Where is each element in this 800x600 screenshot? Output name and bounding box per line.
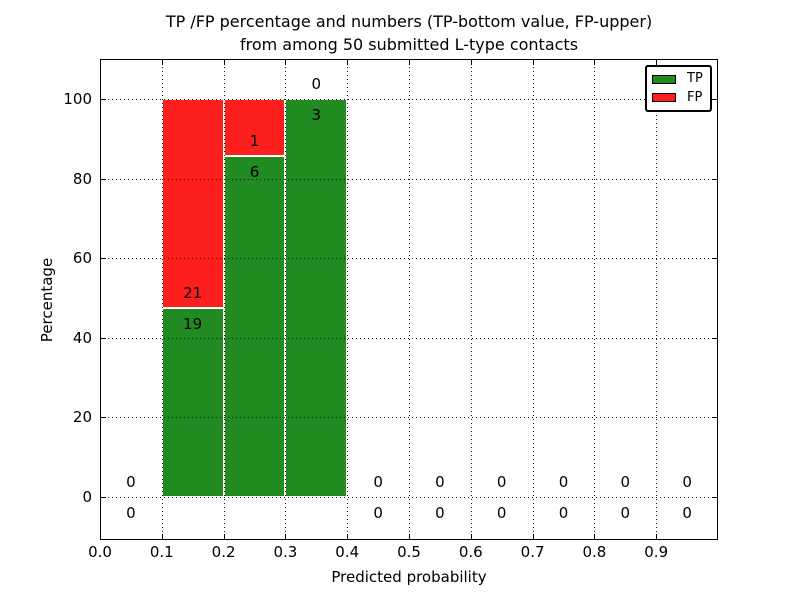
- bar-count-label-fp: 0: [620, 473, 631, 491]
- bar-count-label-fp: 0: [311, 75, 322, 93]
- gridline-y: [100, 497, 718, 498]
- bar-count-label-tp: 3: [311, 106, 322, 124]
- y-tick-right: [712, 179, 717, 180]
- bar-count-label-tp: 6: [249, 162, 260, 181]
- y-tick-left: [101, 179, 106, 180]
- gridline-y: [100, 258, 718, 259]
- bar-count-label-fp: 21: [183, 283, 203, 302]
- gridline-x: [347, 59, 348, 540]
- x-axis-label: Predicted probability: [331, 568, 487, 586]
- legend-item-fp: FP: [652, 89, 705, 105]
- legend-swatch-tp-icon: [652, 74, 676, 84]
- legend: TP FP: [645, 65, 712, 112]
- x-tick-top: [409, 60, 410, 65]
- gridline-x: [162, 59, 163, 540]
- y-tick-left: [101, 99, 106, 100]
- gridline-x: [224, 59, 225, 540]
- bar-count-label-tp: 0: [620, 504, 631, 522]
- bar-count-label-tp: 0: [558, 504, 569, 522]
- x-tick-label: 0.5: [397, 543, 421, 561]
- x-tick-label: 0.4: [335, 543, 360, 561]
- x-tick-bottom: [162, 534, 163, 539]
- bar-count-label-fp: 0: [682, 473, 692, 491]
- x-tick-label: 0.9: [644, 543, 669, 561]
- x-tick-label: 0.0: [88, 543, 112, 561]
- bar-count-label-tp: 0: [682, 504, 692, 522]
- y-tick-label: 20: [72, 408, 92, 427]
- y-tick-left: [101, 338, 106, 339]
- bar-segment-fp: [223, 99, 286, 156]
- x-tick-label: 0.2: [211, 543, 236, 561]
- x-tick-bottom: [471, 534, 472, 539]
- chart-title: TP /FP percentage and numbers (TP-bottom…: [100, 10, 718, 56]
- x-tick-top: [224, 60, 225, 65]
- legend-label-tp: TP: [687, 71, 703, 87]
- y-tick-right: [712, 258, 717, 259]
- legend-swatch-fp-icon: [652, 93, 676, 103]
- bar-count-label-tp: 0: [435, 504, 445, 522]
- bar-segment-fp: [161, 99, 224, 308]
- gridline-y: [100, 99, 718, 100]
- x-tick-label: 0.1: [149, 543, 174, 561]
- x-tick-label: 0.8: [582, 543, 607, 561]
- gridline-x: [471, 59, 472, 540]
- bar-count-label-tp: 0: [373, 504, 383, 522]
- gridline-y: [100, 338, 718, 339]
- gridline-x: [656, 59, 657, 540]
- gridline-x: [594, 59, 595, 540]
- x-tick-bottom: [594, 534, 595, 539]
- x-tick-bottom: [100, 534, 101, 539]
- x-tick-bottom: [347, 534, 348, 539]
- x-tick-top: [656, 60, 657, 65]
- x-tick-top: [162, 60, 163, 65]
- x-tick-bottom: [409, 534, 410, 539]
- chart-title-line2: from among 50 submitted L-type contacts: [239, 35, 579, 54]
- y-tick-left: [101, 497, 106, 498]
- y-tick-label: 0: [82, 488, 92, 506]
- y-tick-left: [101, 258, 106, 259]
- bar-count-label-fp: 0: [558, 473, 569, 491]
- y-tick-label: 60: [72, 249, 92, 268]
- x-tick-bottom: [224, 534, 225, 539]
- y-tick-right: [712, 99, 717, 100]
- x-tick-bottom: [533, 534, 534, 539]
- x-tick-label: 0.7: [520, 543, 545, 561]
- chart-title-line1: TP /FP percentage and numbers (TP-bottom…: [165, 12, 653, 31]
- bar-count-label-fp: 0: [126, 473, 136, 491]
- bar-count-label-tp: 0: [126, 504, 136, 522]
- y-tick-right: [712, 497, 717, 498]
- gridline-x: [285, 59, 286, 540]
- x-tick-top: [471, 60, 472, 65]
- y-tick-right: [712, 417, 717, 418]
- y-tick-label: 100: [63, 90, 92, 108]
- bar-count-label-tp: 19: [183, 314, 203, 333]
- x-tick-label: 0.3: [273, 543, 298, 561]
- x-tick-top: [347, 60, 348, 65]
- x-tick-top: [533, 60, 534, 65]
- bar-count-label-fp: 1: [249, 131, 260, 150]
- y-tick-right: [712, 338, 717, 339]
- x-tick-top: [594, 60, 595, 65]
- x-tick-bottom: [285, 534, 286, 539]
- gridline-y: [100, 179, 718, 180]
- y-tick-label: 40: [72, 328, 92, 347]
- bar-count-label-fp: 0: [496, 473, 507, 491]
- y-tick-left: [101, 417, 106, 418]
- y-tick-label: 80: [72, 169, 92, 188]
- gridline-x: [533, 59, 534, 540]
- gridline-y: [100, 417, 718, 418]
- x-tick-label: 0.6: [458, 543, 483, 561]
- legend-item-tp: TP: [652, 72, 705, 86]
- x-tick-top: [285, 60, 286, 65]
- x-tick-top: [100, 60, 101, 65]
- bar-count-label-tp: 0: [496, 504, 507, 522]
- bar-count-label-fp: 0: [435, 473, 445, 491]
- bar-count-label-fp: 0: [373, 473, 383, 491]
- gridline-x: [409, 59, 410, 540]
- legend-label-fp: FP: [687, 89, 703, 105]
- x-tick-bottom: [656, 534, 657, 539]
